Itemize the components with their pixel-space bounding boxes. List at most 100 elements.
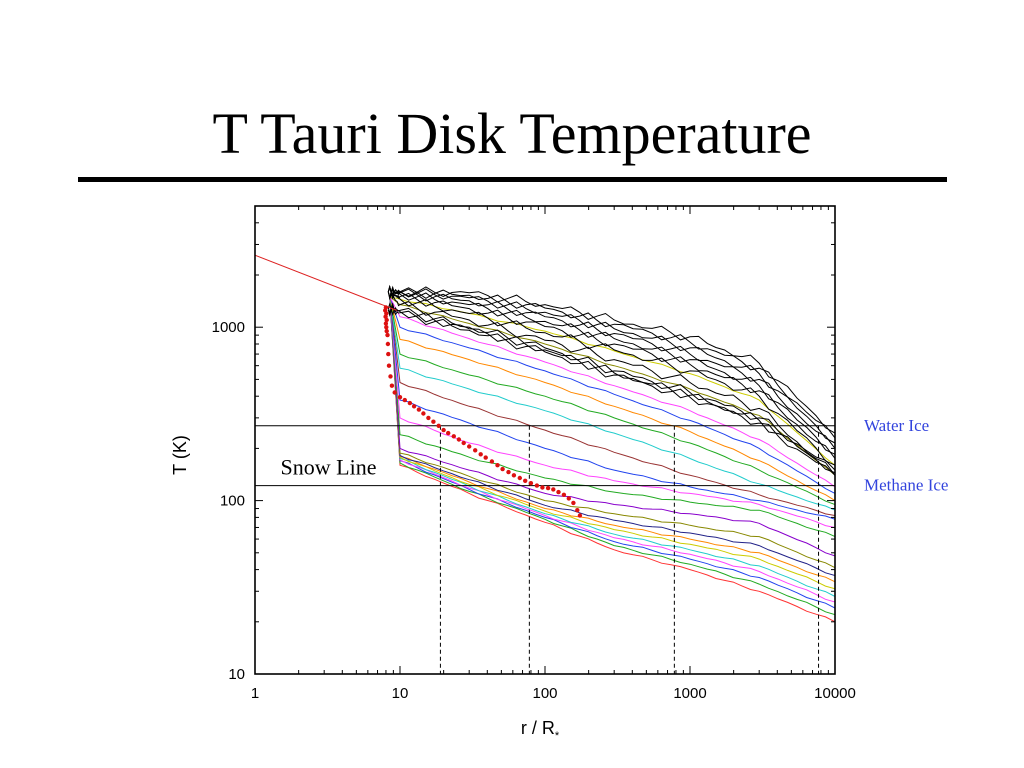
snow-line-point [461, 440, 466, 446]
model-curve [389, 296, 835, 616]
snow-line-point [441, 427, 446, 433]
snow-line-point [383, 321, 389, 326]
tick-labels: 1 10 100 1000 10000 10 100 1000 [212, 319, 856, 702]
model-curve [389, 296, 835, 520]
model-curve [389, 296, 835, 583]
x-axis-label-text: r / R [521, 718, 555, 738]
snow-line-point [456, 437, 462, 442]
x-tick-label: 10000 [814, 685, 856, 702]
snow-line-point [566, 496, 571, 501]
model-curve [389, 296, 835, 528]
title-rule [78, 177, 947, 182]
snow-line-point [402, 397, 407, 403]
model-curve [389, 296, 835, 502]
snow-line-point [397, 395, 403, 400]
snow-line-point [571, 500, 576, 506]
model-curve [389, 296, 835, 576]
black-curve [387, 288, 835, 459]
snow-line-point [386, 351, 391, 357]
snow-line-point [388, 374, 393, 379]
snow-line-point [495, 463, 500, 468]
axis-ticks [254, 205, 835, 675]
snow-line-point [384, 317, 389, 323]
snow-line-label: Snow Line [281, 455, 377, 480]
ice-line-label: Water Ice [864, 416, 929, 435]
snow-line-point [575, 508, 580, 513]
black-curve [387, 302, 835, 474]
model-curve [389, 296, 835, 476]
x-tick-label: 100 [532, 685, 557, 702]
model-curve [389, 296, 835, 494]
model-curve [389, 296, 835, 597]
snow-line-point [392, 390, 397, 395]
model-curve [389, 296, 835, 511]
snow-line-point [517, 475, 522, 481]
snow-line-point [431, 419, 436, 424]
snow-line-point [528, 481, 534, 486]
snow-line-point [506, 469, 511, 475]
snow-line-point [577, 513, 583, 518]
black-curve [387, 302, 835, 471]
snow-line-point [467, 444, 472, 449]
snow-line-point [385, 332, 390, 338]
snow-line-point [489, 459, 495, 464]
model-curve [389, 296, 835, 505]
snow-line-point [473, 448, 478, 453]
snow-line-point [451, 434, 456, 439]
snow-line-point [416, 407, 422, 412]
black-curve [387, 284, 835, 434]
y-tick-label: 1000 [212, 319, 245, 336]
snow-line-point [386, 363, 392, 368]
snow-line-point [561, 492, 567, 497]
model-curve [389, 296, 835, 488]
snow-line-point [407, 400, 413, 406]
y-tick-label: 100 [220, 493, 245, 510]
black-curve [387, 286, 835, 449]
snow-line-point [426, 415, 431, 421]
snow-line-point [384, 325, 389, 330]
x-tick-label: 10 [392, 685, 409, 702]
model-curve [389, 296, 835, 538]
slide-title: T Tauri Disk Temperature [212, 101, 812, 166]
black-curve [387, 304, 835, 476]
x-tick-label: 1000 [673, 685, 706, 702]
model-curve [389, 296, 835, 590]
model-curve [389, 296, 835, 516]
snow-line-point [478, 452, 483, 457]
snow-line-point [436, 423, 441, 428]
plot-frame [254, 205, 836, 675]
snow-line-point [411, 404, 417, 409]
model-curve [389, 296, 835, 466]
snow-line-point [523, 478, 528, 483]
black-curve [387, 284, 835, 444]
black-curve [387, 291, 835, 476]
y-tick-label: 10 [228, 666, 245, 683]
plot-area [255, 254, 835, 674]
snow-line-point [384, 328, 389, 334]
x-axis-label: r / R* [521, 718, 560, 742]
black-curve [387, 285, 835, 439]
snow-line-point [383, 314, 388, 319]
snow-line-point [545, 485, 551, 491]
snow-line-point [389, 383, 395, 388]
black-curve [387, 285, 835, 466]
snow-line-point [483, 455, 488, 460]
snow-line-point [500, 466, 505, 472]
snow-line-point [556, 489, 561, 495]
snow-line-point [511, 473, 517, 478]
snow-line-point [385, 341, 391, 347]
y-axis-label: T (K) [170, 435, 190, 475]
model-curve [389, 296, 835, 569]
model-curve [389, 296, 835, 623]
ice-line-label: Methane Ice [864, 476, 948, 495]
x-axis-label-subscript: * [555, 730, 560, 742]
snow-line-point [534, 483, 540, 488]
snow-line-point [540, 485, 545, 490]
snow-line-point [551, 487, 556, 492]
power-law-line [255, 254, 397, 311]
x-tick-label: 1 [251, 685, 259, 702]
snow-line-point [421, 411, 426, 416]
snow-line-point [446, 430, 451, 436]
annotations: Water Ice Methane Ice Snow Line [281, 416, 949, 495]
